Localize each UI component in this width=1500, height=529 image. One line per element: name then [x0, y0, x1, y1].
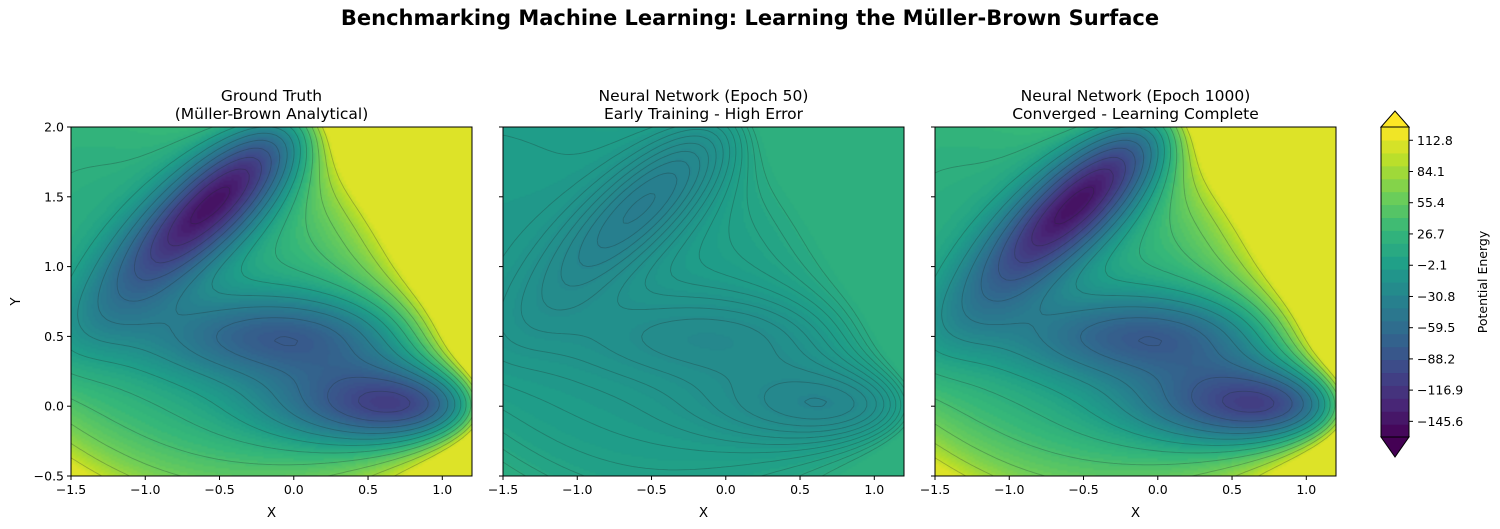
contour-lines	[70, 126, 473, 477]
x-tick-label: 1.0	[1296, 482, 1316, 497]
x-tick-label: 0.0	[284, 482, 304, 497]
axes-frame	[934, 126, 1337, 477]
x-tick-label: −1.0	[130, 482, 160, 497]
y-axis-label: Y	[8, 297, 24, 307]
y-tick-label: 1.0	[44, 259, 64, 274]
colorbar-tick-label: −59.5	[1417, 320, 1455, 335]
x-tick-label: −1.0	[994, 482, 1024, 497]
colorbar-segment	[1381, 217, 1409, 231]
panel-1: Ground Truth(Müller-Brown Analytical) −1.…	[8, 87, 473, 521]
colorbar-segment	[1381, 333, 1409, 348]
colorbar-tick-label: −30.8	[1417, 289, 1455, 304]
x-tick-label: 0.0	[1148, 482, 1168, 497]
colorbar-tick-label: 112.8	[1417, 133, 1453, 148]
colorbar-segment	[1381, 294, 1409, 309]
colorbar: 112.8 84.1 55.4 26.7 −2.1 −30.8 −59.5 −88.2 −116…	[1379, 110, 1490, 458]
x-tick-label: 0.5	[1222, 482, 1242, 497]
y-tick-label: 0.0	[44, 399, 64, 414]
y-tick-label: −0.5	[34, 469, 64, 484]
x-axis-label: X	[1131, 505, 1140, 521]
y-tick-label: 1.5	[44, 189, 64, 204]
colorbar-extend-bottom	[1380, 436, 1410, 458]
colorbar-segment	[1381, 307, 1409, 322]
contour-lines	[934, 126, 1337, 477]
colorbar-tick-label: −116.9	[1417, 383, 1463, 398]
x-tick-label: −0.5	[204, 482, 234, 497]
colorbar-segment	[1381, 372, 1409, 386]
x-tick-label: −1.5	[920, 482, 950, 497]
colorbar-segment	[1381, 424, 1409, 438]
colorbar-tick-label: 55.4	[1417, 195, 1445, 210]
colorbar-segment	[1381, 178, 1409, 193]
colorbar-tick-label: −88.2	[1417, 351, 1455, 366]
x-tick-label: −1.5	[488, 482, 518, 497]
x-tick-label: 0.5	[358, 482, 378, 497]
x-tick-label: −1.0	[562, 482, 592, 497]
colorbar-segment	[1381, 346, 1409, 361]
colorbar-tick-label: −2.1	[1417, 258, 1447, 273]
colorbar-frame	[1380, 126, 1410, 438]
axes-frame	[502, 126, 905, 477]
x-tick-label: −0.5	[636, 482, 666, 497]
x-tick-label: −0.5	[1068, 482, 1098, 497]
colorbar-segment	[1381, 269, 1409, 283]
colorbar-segment	[1381, 411, 1409, 425]
colorbar-segment	[1381, 230, 1409, 244]
panel-title-line2: Early Training - High Error	[604, 105, 804, 123]
colorbar-tick-label: −145.6	[1417, 414, 1463, 429]
panel-title-line2: Converged - Learning Complete	[1012, 105, 1259, 123]
colorbar-segment	[1381, 191, 1409, 206]
colorbar-segment	[1381, 127, 1409, 141]
panel-title-line1: Ground Truth	[221, 87, 322, 105]
colorbar-segment	[1381, 165, 1409, 180]
colorbar-segment	[1381, 385, 1409, 399]
y-tick-label: 2.0	[44, 120, 64, 135]
heatmap-image	[71, 127, 472, 476]
x-tick-label: 0.0	[716, 482, 736, 497]
x-tick-label: −1.5	[56, 482, 86, 497]
panel-title-line2: (Müller-Brown Analytical)	[175, 105, 369, 123]
heatmap-image	[503, 127, 904, 476]
colorbar-segment	[1381, 243, 1409, 257]
figure-title: Benchmarking Machine Learning: Learning …	[340, 6, 1160, 30]
colorbar-segment	[1381, 320, 1409, 335]
contour-lines	[502, 126, 905, 477]
colorbar-segment	[1381, 152, 1409, 167]
colorbar-segment	[1381, 359, 1409, 374]
panel-2: Neural Network (Epoch 50)Early Training …	[488, 87, 905, 521]
colorbar-segment	[1381, 204, 1409, 219]
panel-title-line1: Neural Network (Epoch 1000)	[1021, 87, 1251, 105]
x-tick-label: 0.5	[790, 482, 810, 497]
x-axis-label: X	[267, 505, 276, 521]
colorbar-label: Potential Energy	[1475, 230, 1490, 333]
panels: Ground Truth(Müller-Brown Analytical) −1.…	[8, 87, 1337, 521]
colorbar-tick-label: 84.1	[1417, 164, 1445, 179]
colorbar-segment	[1381, 398, 1409, 412]
y-tick-label: 0.5	[44, 329, 64, 344]
panel-title-line1: Neural Network (Epoch 50)	[599, 87, 809, 105]
colorbar-segment	[1381, 282, 1409, 296]
colorbar-segment	[1381, 256, 1409, 270]
colorbar-segment	[1381, 139, 1409, 154]
panel-3: Neural Network (Epoch 1000)Converged - L…	[920, 87, 1337, 521]
heatmap-image	[935, 127, 1336, 476]
axes-frame	[70, 126, 473, 477]
x-tick-label: 1.0	[432, 482, 452, 497]
x-tick-label: 1.0	[864, 482, 884, 497]
x-axis-label: X	[699, 505, 708, 521]
colorbar-extend-top	[1379, 110, 1411, 128]
colorbar-tick-label: 26.7	[1417, 226, 1445, 241]
